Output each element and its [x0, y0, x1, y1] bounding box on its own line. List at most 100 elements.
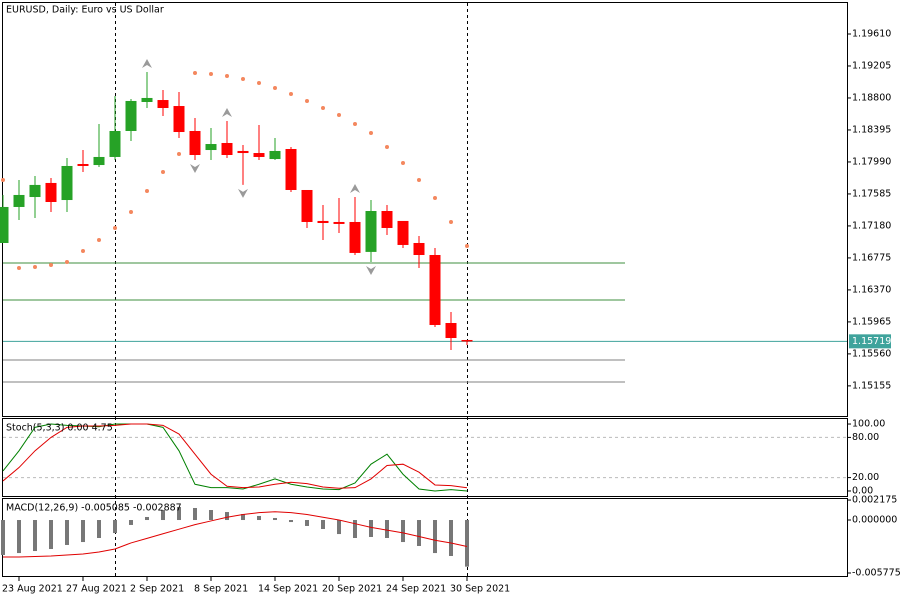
sar-dot: [273, 86, 277, 91]
y-tick-label: 1.15155: [852, 380, 891, 391]
macd-bar: [145, 516, 149, 521]
candle-body: [381, 211, 393, 228]
macd-bar: [369, 520, 373, 537]
sar-dot: [305, 98, 309, 103]
y-tick-label: 80.00: [852, 432, 879, 443]
macd-bar: [465, 520, 469, 567]
sar-dot: [385, 145, 389, 150]
chart-title: EURUSD, Daily: Euro vs US Dollar: [6, 5, 164, 16]
candle-body: [77, 164, 89, 166]
fractal-up: [222, 107, 232, 117]
candle-body: [0, 206, 9, 243]
macd-bar: [449, 520, 453, 556]
macd-bar: [193, 507, 197, 521]
macd-bar: [161, 510, 165, 521]
macd-bar: [113, 520, 117, 534]
sar-dot: [417, 177, 421, 182]
candle-body: [333, 221, 345, 224]
candle-body: [141, 97, 153, 102]
sar-dot: [209, 71, 213, 76]
fractal-down: [190, 163, 200, 173]
y-tick-label: 1.16370: [852, 284, 891, 295]
sar-dot: [193, 71, 197, 76]
macd-bar: [289, 520, 293, 523]
sar-dot: [1, 177, 5, 182]
sar-dot: [401, 160, 405, 165]
sar-dot: [145, 189, 149, 194]
macd-bar: [257, 515, 261, 521]
candle-body: [237, 150, 249, 154]
sar-dot: [369, 130, 373, 135]
x-tick-label: 20 Sep 2021: [322, 584, 382, 595]
sar-dot: [225, 74, 229, 79]
macd-bar: [177, 506, 181, 521]
x-tick-label: 24 Sep 2021: [386, 584, 446, 595]
macd-bar: [17, 520, 21, 554]
y-tick-label: 1.17585: [852, 188, 891, 199]
macd-bar: [321, 520, 325, 530]
macd-bar: [305, 520, 309, 526]
x-tick-label: 23 Aug 2021: [2, 584, 63, 595]
fractal-up: [142, 58, 152, 68]
macd-bar: [81, 520, 85, 543]
sar-dot: [177, 151, 181, 156]
sar-dot: [129, 209, 133, 214]
macd-bar: [337, 520, 341, 535]
candle-body: [109, 130, 121, 157]
macd-bar: [49, 520, 53, 550]
sar-dot: [65, 259, 69, 264]
y-tick-label: 1.16775: [852, 252, 891, 263]
macd-bar: [97, 520, 101, 538]
y-tick-label: 0.000000: [852, 515, 897, 526]
y-tick-label: 1.17180: [852, 220, 891, 231]
y-tick-label: -0.005775: [852, 568, 900, 579]
candle-body: [205, 144, 217, 151]
sar-dot: [97, 237, 101, 242]
candle-body: [317, 220, 329, 224]
candle-body: [61, 165, 73, 201]
sar-dot: [33, 265, 37, 270]
sar-dot: [241, 77, 245, 82]
x-tick-label: 2 Sep 2021: [130, 584, 184, 595]
y-tick-label: 1.18395: [852, 124, 891, 135]
y-tick-label: 100.00: [852, 419, 885, 430]
candle-body: [461, 339, 473, 342]
signal-line: [3, 511, 468, 558]
candle-body: [413, 242, 425, 255]
macd-bar: [209, 510, 213, 521]
macd-bar: [1, 520, 5, 555]
candle-body: [93, 156, 105, 166]
candle-body: [29, 184, 41, 198]
macd-bar: [433, 520, 437, 554]
sar-dot: [321, 106, 325, 111]
x-tick-label: 27 Aug 2021: [66, 584, 127, 595]
sar-dot: [465, 243, 469, 248]
last-price-label: 1.15719: [852, 336, 891, 347]
last-price-box: [849, 334, 891, 349]
x-tick-label: 30 Sep 2021: [450, 584, 510, 595]
candle-body: [45, 182, 57, 202]
marks: [0, 58, 847, 567]
candle-body: [269, 150, 281, 160]
candle-body: [173, 106, 185, 133]
y-tick-label: 1.15560: [852, 348, 891, 359]
sar-dot: [49, 262, 53, 267]
sar-dot: [17, 265, 21, 270]
y-tick-label: 1.17990: [852, 156, 891, 167]
macd-bar: [33, 520, 37, 552]
y-tick-label: 0.002175: [852, 495, 897, 506]
candle-body: [445, 323, 457, 339]
sar-dot: [113, 225, 117, 230]
macd-bar: [385, 520, 389, 538]
candle-body: [301, 189, 313, 222]
candle-body: [285, 148, 297, 190]
macd-bar: [225, 512, 229, 521]
macd-bar: [417, 520, 421, 546]
candle-body: [349, 221, 361, 253]
y-tick-label: 1.19610: [852, 28, 891, 39]
fractal-down: [238, 188, 248, 198]
y-tick-label: 1.15965: [852, 316, 891, 327]
sar-dot: [337, 112, 341, 117]
